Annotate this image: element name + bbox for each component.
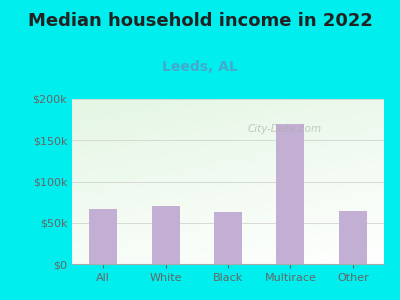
Text: City-Data.com: City-Data.com: [247, 124, 321, 134]
Bar: [276, 124, 304, 264]
Bar: [214, 212, 242, 264]
Text: Leeds, AL: Leeds, AL: [162, 60, 238, 74]
Bar: [339, 211, 367, 264]
Text: Median household income in 2022: Median household income in 2022: [28, 12, 372, 30]
Bar: [89, 209, 117, 264]
Bar: [152, 206, 180, 264]
